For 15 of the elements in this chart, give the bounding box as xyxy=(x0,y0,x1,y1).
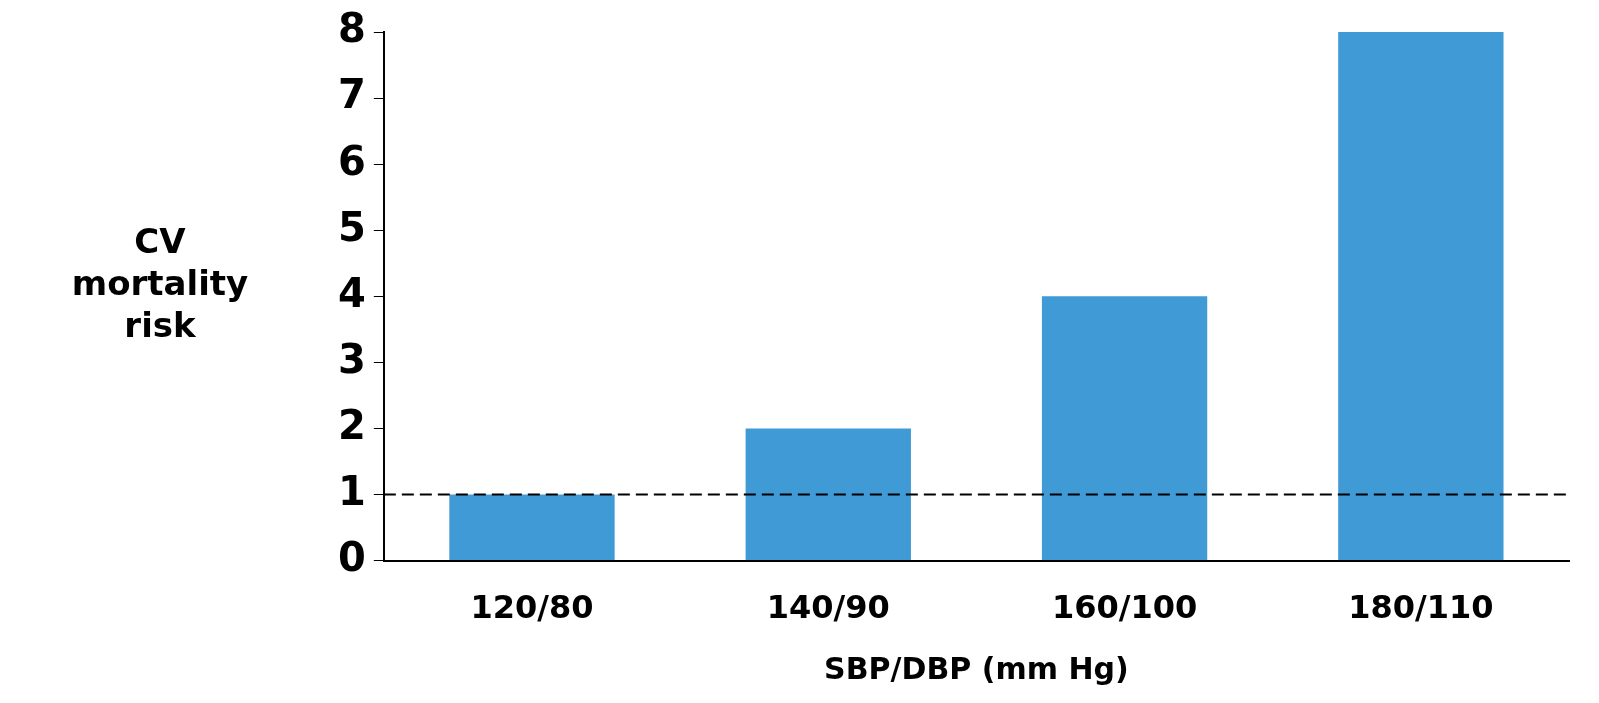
y-tick-label: 8 xyxy=(337,5,366,52)
x-tick-label: 180/110 xyxy=(1348,588,1494,627)
y-tick-label: 5 xyxy=(337,203,366,250)
x-tick-label: 120/80 xyxy=(470,588,594,627)
y-tick-label: 6 xyxy=(337,137,366,184)
x-tick-label: 160/100 xyxy=(1051,588,1198,627)
y-tick-label: 4 xyxy=(337,269,366,316)
x-axis-title: SBP/DBP (mm Hg) xyxy=(824,650,1129,686)
y-tick-label: 2 xyxy=(337,401,366,448)
y-tick-label: 3 xyxy=(337,335,366,382)
x-tick-label: 140/90 xyxy=(766,588,890,627)
y-tick-label: 7 xyxy=(337,71,366,118)
y-tick-label: 0 xyxy=(337,533,366,580)
y-axis-title: CV mortality risk xyxy=(70,220,250,346)
y-tick-label: 1 xyxy=(337,467,366,514)
